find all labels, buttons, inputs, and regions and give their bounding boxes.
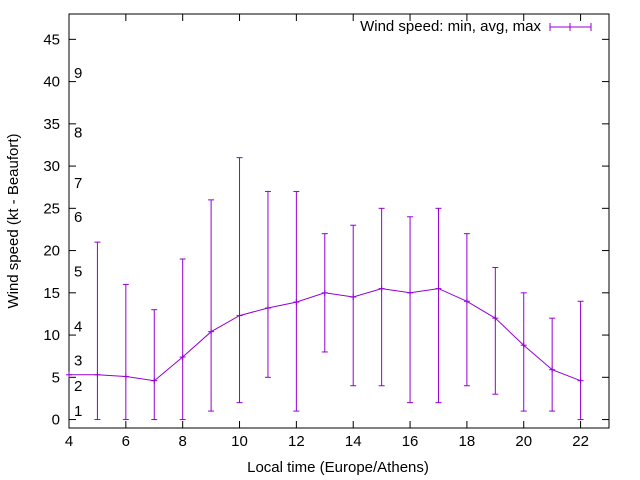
beaufort-labels: 1 2 3 4 5 6 7 8 9 bbox=[74, 65, 82, 420]
y-tick-label: 20 bbox=[43, 243, 60, 260]
x-tick-label: 22 bbox=[572, 433, 589, 450]
x-tick-label: 6 bbox=[122, 433, 130, 450]
beaufort-label: 4 bbox=[74, 319, 82, 336]
series-wind-speed bbox=[66, 157, 584, 421]
y-axis-title: Wind speed (kt - Beaufort) bbox=[5, 133, 22, 308]
beaufort-label: 2 bbox=[74, 378, 82, 395]
y-tick-labels: 0 5 10 15 20 25 30 35 40 45 bbox=[43, 31, 60, 428]
y-tick-label: 35 bbox=[43, 116, 60, 133]
axis-ticks bbox=[68, 14, 609, 428]
x-tick-labels: 4 6 8 10 12 14 16 18 20 22 bbox=[65, 433, 589, 450]
beaufort-label: 9 bbox=[74, 65, 82, 82]
x-axis-title: Local time (Europe/Athens) bbox=[247, 459, 429, 476]
y-tick-label: 5 bbox=[52, 369, 60, 386]
plot-frame bbox=[68, 13, 610, 429]
y-tick-label: 10 bbox=[43, 327, 60, 344]
legend-label: Wind speed: min, avg, max bbox=[360, 18, 541, 35]
x-tick-label: 18 bbox=[459, 433, 476, 450]
x-tick-label: 16 bbox=[402, 433, 419, 450]
beaufort-label: 1 bbox=[74, 403, 82, 420]
x-tick-label: 10 bbox=[231, 433, 248, 450]
beaufort-label: 7 bbox=[74, 175, 82, 192]
y-tick-label: 40 bbox=[43, 74, 60, 91]
y-tick-label: 15 bbox=[43, 285, 60, 302]
y-tick-label: 25 bbox=[43, 200, 60, 217]
x-tick-label: 20 bbox=[515, 433, 532, 450]
x-tick-label: 14 bbox=[345, 433, 362, 450]
beaufort-label: 6 bbox=[74, 209, 82, 226]
beaufort-label: 8 bbox=[74, 124, 82, 141]
y-tick-label: 30 bbox=[43, 158, 60, 175]
y-tick-label: 0 bbox=[52, 412, 60, 429]
x-tick-label: 12 bbox=[288, 433, 305, 450]
beaufort-label: 5 bbox=[74, 264, 82, 281]
beaufort-label: 3 bbox=[74, 352, 82, 369]
legend: Wind speed: min, avg, max bbox=[360, 18, 592, 35]
x-tick-label: 4 bbox=[65, 433, 73, 450]
x-tick-label: 8 bbox=[179, 433, 187, 450]
y-tick-label: 45 bbox=[43, 31, 60, 48]
